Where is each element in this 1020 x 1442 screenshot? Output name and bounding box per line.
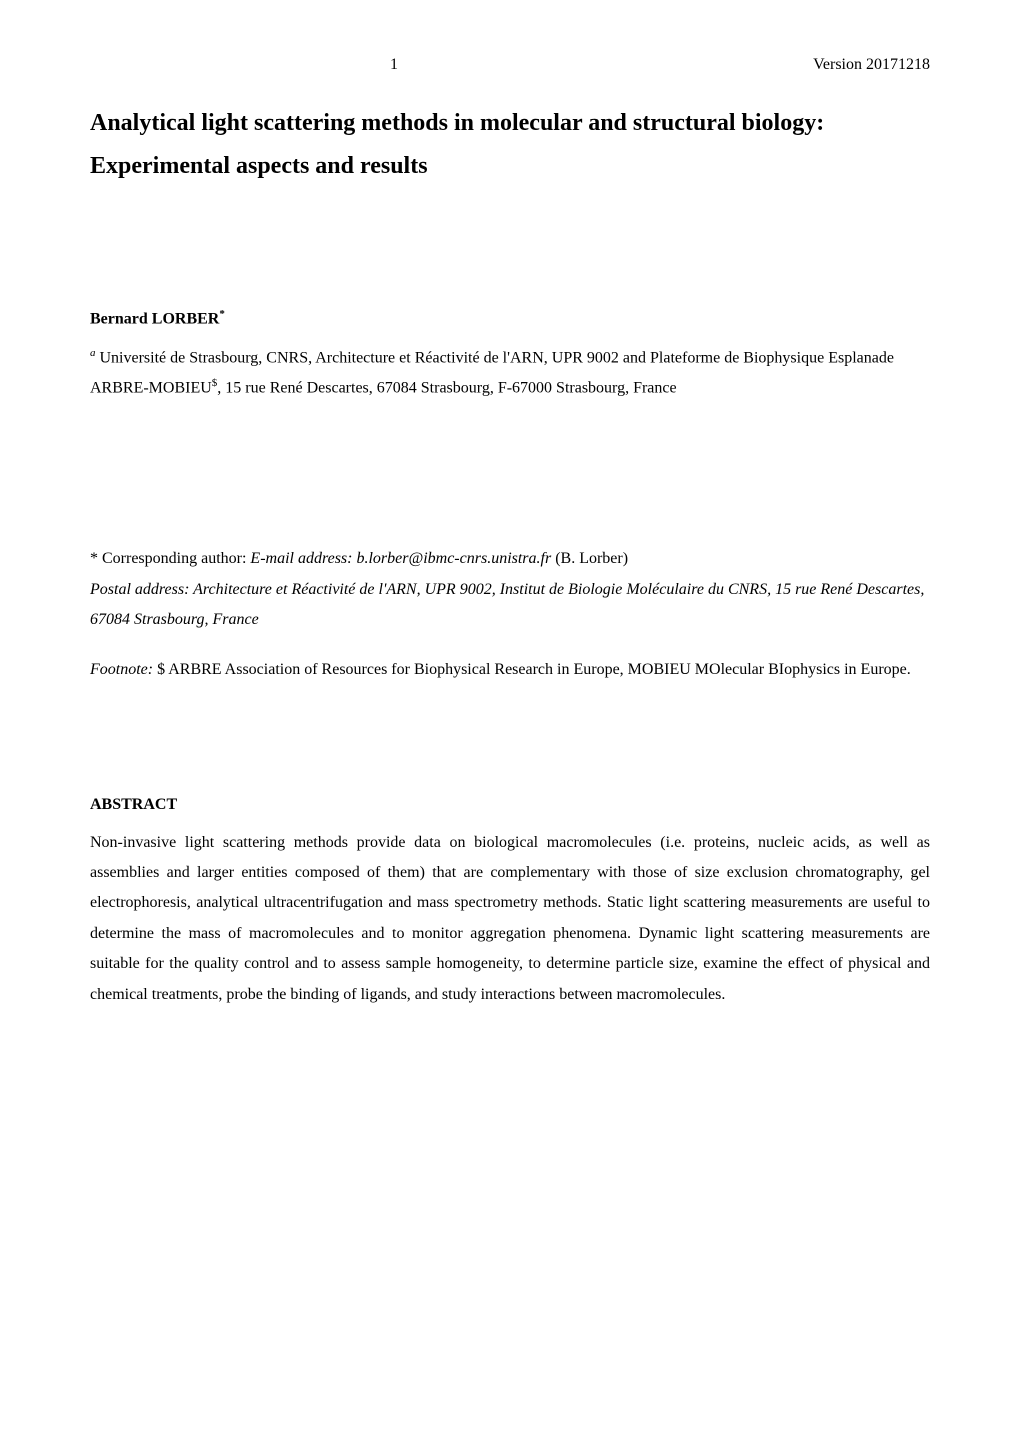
page-header: 1 Version 20171218 [90, 56, 930, 74]
corresponding-email: E-mail address: b.lorber@ibmc-cnrs.unist… [250, 550, 551, 567]
corresponding-prefix: * Corresponding author: [90, 550, 250, 567]
document-title: Analytical light scattering methods in m… [90, 102, 930, 188]
corresponding-postal: Postal address: Architecture et Réactivi… [90, 575, 930, 636]
footnote-label: Footnote: [90, 661, 153, 678]
page-number: 1 [390, 56, 398, 74]
footnote-block: Footnote: $ ARBRE Association of Resourc… [90, 655, 930, 685]
abstract-heading: ABSTRACT [90, 796, 930, 814]
affiliation: a Université de Strasbourg, CNRS, Archit… [90, 343, 930, 404]
version-label: Version 20171218 [813, 56, 930, 74]
author-name-text: Bernard LORBER [90, 311, 219, 328]
corresponding-line-1: * Corresponding author: E-mail address: … [90, 544, 930, 574]
author-name: Bernard LORBER* [90, 308, 930, 328]
affiliation-text-2: , 15 rue René Descartes, 67084 Strasbour… [217, 380, 676, 397]
corresponding-name-suffix: (B. Lorber) [551, 550, 628, 567]
abstract-body: Non-invasive light scattering methods pr… [90, 828, 930, 1010]
footnote-body: $ ARBRE Association of Resources for Bio… [153, 661, 911, 678]
author-superscript: * [219, 308, 225, 320]
corresponding-author-block: * Corresponding author: E-mail address: … [90, 544, 930, 635]
